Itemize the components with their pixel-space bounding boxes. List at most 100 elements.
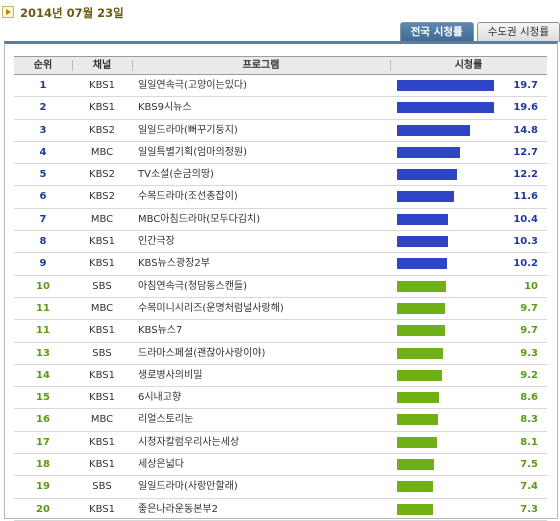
program-cell: 수목드라마(조선총잡이) (138, 191, 238, 203)
program-cell: 아침연속극(청담동스캔들) (138, 280, 248, 292)
rating-value: 10.4 (513, 213, 538, 225)
rating-bar (397, 169, 457, 181)
table-row: 20 KBS1 좋은나라운동본부2 7.3 (14, 499, 547, 521)
table-row: 9 KBS1 KBS뉴스광장2부 10.2 (14, 253, 547, 276)
rating-value: 9.2 (520, 369, 538, 381)
rating-bar (397, 414, 438, 426)
rating-value: 9.7 (520, 325, 538, 337)
channel-cell: KBS1 (89, 325, 115, 337)
rating-bar (397, 347, 443, 359)
rank-cell: 15 (36, 392, 50, 404)
rank-cell: 4 (39, 146, 47, 158)
rank-cell: 7 (39, 213, 47, 225)
program-cell: 세상은넓다 (138, 459, 184, 471)
ratings-table-body: 1 KBS1 일일연속극(고양이는있다) 19.7 2 KBS1 KBS9시뉴스 19.6 3 K… (14, 75, 547, 521)
table-row: 18 KBS1 세상은넓다 7.5 (14, 454, 547, 477)
rank-cell: 11 (36, 302, 50, 314)
table-row: 11 KBS1 KBS뉴스7 9.7 (14, 320, 547, 343)
program-cell: 인간극장 (138, 236, 175, 248)
ratings-panel (4, 41, 558, 519)
rating-bar (397, 436, 437, 448)
rank-cell: 1 (39, 80, 47, 91)
rating-bar (397, 459, 434, 471)
table-row: 7 MBC MBC아침드라마(모두다김치) 10.4 (14, 209, 547, 232)
rank-cell: 3 (39, 124, 47, 136)
header-program: 프로그램 (242, 60, 280, 71)
rating-bar (397, 280, 446, 292)
program-cell: 좋은나라운동본부2 (138, 503, 218, 515)
table-row: 14 KBS1 생로병사의비밀 9.2 (14, 365, 547, 388)
rating-bar (397, 369, 442, 381)
table-row: 19 SBS 일일드라마(사랑만할래) 7.4 (14, 476, 547, 499)
tab-capital-area[interactable]: 수도권 시청률 (476, 22, 560, 42)
rating-value: 7.4 (520, 481, 538, 493)
rating-bar (397, 80, 494, 91)
rating-bar (397, 503, 433, 515)
rating-bar (397, 236, 448, 248)
date-header: 2014년 07월 23일 (0, 0, 560, 28)
program-cell: 일일연속극(고양이는있다) (138, 80, 248, 91)
header-channel: 채널 (92, 60, 112, 71)
program-cell: 드라마스페셜(괜찮아사랑이야) (138, 347, 266, 359)
header-divider (72, 60, 73, 71)
channel-cell: SBS (92, 481, 112, 493)
channel-cell: KBS1 (89, 459, 115, 471)
rating-value: 11.6 (513, 191, 538, 203)
rank-cell: 18 (36, 459, 50, 471)
rating-value: 19.7 (513, 80, 538, 91)
channel-cell: MBC (90, 414, 114, 426)
rank-cell: 11 (36, 325, 50, 337)
rating-value: 12.7 (513, 146, 538, 158)
rating-value: 8.3 (520, 414, 538, 426)
header-divider (390, 60, 391, 71)
tab-bar: 전국 시청률 수도권 시청률 (399, 22, 560, 42)
tab-nationwide[interactable]: 전국 시청률 (399, 22, 474, 42)
rating-value: 7.3 (520, 503, 538, 515)
program-cell: KBS뉴스광장2부 (138, 258, 210, 270)
rating-bar (397, 325, 445, 337)
rating-bar (397, 124, 470, 136)
rank-cell: 16 (36, 414, 50, 426)
rating-value: 7.5 (520, 459, 538, 471)
program-cell: 리얼스토리눈 (138, 414, 194, 426)
table-row: 16 MBC 리얼스토리눈 8.3 (14, 409, 547, 432)
channel-cell: KBS1 (89, 80, 115, 91)
channel-cell: KBS2 (89, 124, 115, 136)
rank-cell: 10 (36, 280, 50, 292)
rating-value: 8.6 (520, 392, 538, 404)
channel-cell: KBS2 (89, 169, 115, 181)
rank-cell: 9 (39, 258, 47, 270)
program-cell: 6시내고향 (138, 392, 182, 404)
table-header: 순위 채널 프로그램 시청률 (14, 56, 547, 75)
channel-cell: SBS (92, 347, 112, 359)
header-rating: 시청률 (454, 60, 483, 71)
table-row: 6 KBS2 수목드라마(조선총잡이) 11.6 (14, 186, 547, 209)
channel-cell: KBS1 (89, 392, 115, 404)
arrow-right-icon (2, 6, 14, 18)
rank-cell: 19 (36, 481, 50, 493)
program-cell: MBC아침드라마(모두다김치) (138, 213, 261, 225)
rank-cell: 17 (36, 436, 50, 448)
rating-bar (397, 191, 454, 203)
rank-cell: 20 (36, 503, 50, 515)
program-cell: 생로병사의비밀 (138, 369, 203, 381)
channel-cell: MBC (90, 146, 114, 158)
program-cell: 일일드라마(뻐꾸기둥지) (138, 124, 238, 136)
channel-cell: KBS1 (89, 503, 115, 515)
rating-value: 9.7 (520, 302, 538, 314)
rating-value: 14.8 (513, 124, 538, 136)
program-cell: KBS뉴스7 (138, 325, 183, 337)
rank-cell: 6 (39, 191, 47, 203)
channel-cell: MBC (90, 213, 114, 225)
rating-bar (397, 102, 494, 114)
rating-bar (397, 302, 445, 314)
rating-value: 10.2 (513, 258, 538, 270)
rating-value: 10 (524, 280, 538, 292)
table-row: 10 SBS 아침연속극(청담동스캔들) 10 (14, 276, 547, 298)
channel-cell: KBS1 (89, 369, 115, 381)
rating-bar (397, 258, 447, 270)
channel-cell: KBS1 (89, 236, 115, 248)
table-row: 2 KBS1 KBS9시뉴스 19.6 (14, 97, 547, 120)
rank-cell: 8 (39, 236, 47, 248)
rank-cell: 5 (39, 169, 47, 181)
